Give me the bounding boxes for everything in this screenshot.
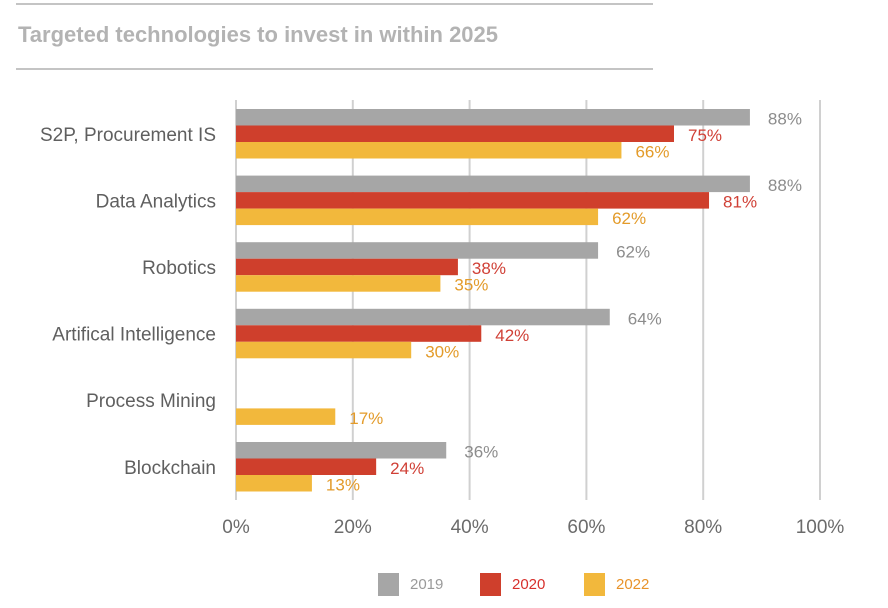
- legend-label-2020: 2020: [512, 576, 546, 593]
- bar-2022: [236, 142, 622, 159]
- category-label: Data Analytics: [96, 191, 216, 212]
- category-label: Artifical Intelligence: [52, 325, 216, 346]
- category-label: S2P, Procurement IS: [40, 125, 216, 146]
- data-label-2022: 17%: [349, 409, 383, 428]
- bar-2019: [236, 242, 599, 259]
- legend: 2019 2020 2022: [0, 573, 888, 597]
- bar-2022: [236, 341, 412, 359]
- category-label: Blockchain: [124, 458, 216, 479]
- bar-2020: [236, 458, 377, 475]
- legend-swatch-2019: [378, 573, 399, 596]
- data-label-2022: 35%: [454, 276, 488, 295]
- chart-title: Targeted technologies to invest in withi…: [18, 22, 499, 47]
- bar-2020: [236, 258, 458, 276]
- category-label: Process Mining: [86, 391, 216, 412]
- legend-item-2022: 2022: [584, 573, 649, 596]
- category-label: Robotics: [142, 258, 216, 279]
- title-top-rule: [16, 3, 653, 5]
- legend-label-2019: 2019: [410, 576, 444, 593]
- data-label-2020: 24%: [390, 459, 424, 478]
- data-label-2022: 62%: [612, 209, 646, 228]
- data-label-2020: 38%: [472, 259, 506, 278]
- data-label-2020: 81%: [723, 193, 757, 212]
- x-tick-label: 60%: [567, 517, 605, 538]
- x-tick-label: 100%: [796, 517, 845, 538]
- bar-2022: [236, 408, 336, 425]
- data-label-2022: 30%: [425, 342, 459, 361]
- bar-2022: [236, 475, 312, 492]
- data-label-2019: 62%: [616, 243, 650, 262]
- data-label-2019: 64%: [628, 309, 662, 328]
- data-label-2022: 13%: [326, 476, 360, 495]
- bar-chart: 0% 20% 40% 60% 80% 100% S2P, Procurement IS 88%…: [40, 100, 845, 538]
- legend-item-2020: 2020: [480, 573, 545, 596]
- legend-item-2019: 2019: [378, 573, 443, 596]
- bar-2020: [236, 325, 482, 342]
- bar-2020: [236, 125, 674, 142]
- data-label-2019: 88%: [768, 110, 802, 129]
- bar-2019: [236, 308, 610, 326]
- bar-2020: [236, 192, 710, 209]
- data-label-2020: 42%: [495, 326, 529, 345]
- legend-label-2022: 2022: [616, 576, 650, 593]
- x-tick-label: 20%: [334, 517, 372, 538]
- x-tick-label: 80%: [684, 517, 722, 538]
- legend-swatch-2022: [584, 573, 605, 596]
- bar-2019: [236, 442, 447, 459]
- data-label-2020: 75%: [688, 126, 722, 145]
- data-label-2019: 36%: [464, 443, 498, 462]
- legend-swatch-2020: [480, 573, 501, 596]
- bar-2019: [236, 175, 750, 193]
- data-label-2019: 88%: [768, 176, 802, 195]
- bar-2022: [236, 208, 599, 226]
- x-tick-label: 0%: [222, 517, 250, 538]
- bar-2022: [236, 275, 441, 292]
- title-bottom-rule: [16, 68, 653, 70]
- x-tick-label: 40%: [451, 517, 489, 538]
- bar-2019: [236, 109, 750, 126]
- data-label-2022: 66%: [635, 143, 669, 162]
